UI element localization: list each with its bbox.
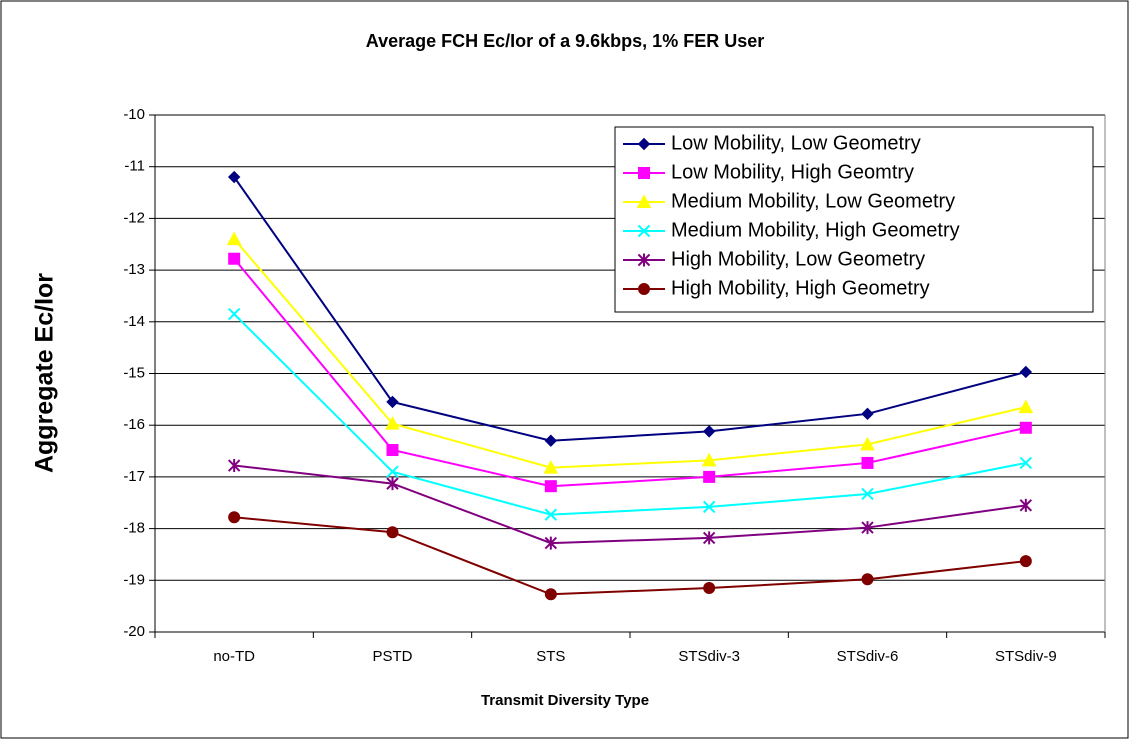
- y-axis-label: Aggregate Ec/Ior: [31, 273, 59, 473]
- y-tick-label: -12: [123, 209, 145, 226]
- y-tick-label: -18: [123, 520, 145, 537]
- x-tick-label: no-TD: [213, 648, 255, 665]
- data-point: [861, 521, 874, 535]
- data-point: [385, 416, 400, 430]
- data-point: [386, 465, 399, 478]
- legend-label: Low Mobility, Low Geometry: [671, 132, 921, 154]
- x-axis-label: Transmit Diversity Type: [481, 692, 649, 709]
- data-point: [1018, 399, 1034, 414]
- legend-label: High Mobility, Low Geometry: [671, 248, 925, 270]
- data-point: [702, 531, 716, 545]
- y-tick-label: -11: [124, 158, 145, 175]
- series-line: [233, 238, 1027, 469]
- data-point: [1019, 498, 1033, 512]
- legend-label: Medium Mobility, High Geometry: [671, 219, 960, 241]
- x-tick-label: STSdiv-6: [837, 648, 899, 665]
- y-tick-label: -20: [123, 623, 145, 640]
- y-tick-label: -13: [123, 261, 145, 278]
- series-line: [233, 258, 1027, 488]
- data-point: [226, 231, 242, 246]
- legend-label: Medium Mobility, Low Geometry: [671, 190, 955, 212]
- y-tick-label: -19: [123, 571, 145, 588]
- y-tick-label: -15: [123, 364, 145, 381]
- data-point: [544, 434, 558, 447]
- legend-marker: [636, 194, 652, 208]
- data-point: [703, 470, 716, 483]
- legend-marker: [637, 137, 651, 151]
- series-line: [234, 464, 1026, 545]
- data-point: [860, 436, 875, 451]
- chart-title: Average FCH Ec/Ior of a 9.6kbps, 1% FER …: [366, 31, 764, 51]
- data-point: [701, 452, 717, 467]
- data-point: [227, 170, 241, 184]
- series-line: [234, 516, 1026, 596]
- x-tick-label: STS: [536, 648, 565, 665]
- data-point: [1019, 421, 1032, 434]
- data-point: [1019, 365, 1033, 379]
- data-point: [543, 460, 559, 474]
- data-point: [861, 573, 874, 586]
- legend-marker: [638, 283, 650, 295]
- data-point: [1019, 555, 1032, 568]
- data-point: [386, 395, 399, 409]
- data-point: [861, 487, 874, 501]
- data-point: [544, 480, 557, 493]
- y-tick-label: -17: [123, 468, 145, 485]
- x-tick-label: STSdiv-3: [678, 648, 740, 665]
- legend-marker: [637, 253, 651, 267]
- data-point: [386, 444, 399, 457]
- data-point: [228, 252, 241, 265]
- data-point: [544, 508, 558, 521]
- data-point: [703, 582, 716, 595]
- x-tick-label: PSTD: [372, 648, 412, 665]
- data-point: [386, 477, 399, 491]
- legend-marker: [638, 167, 650, 179]
- x-tick-label: STSdiv-9: [995, 648, 1057, 665]
- legend-label: High Mobility, High Geometry: [671, 277, 930, 299]
- y-tick-label: -16: [123, 416, 145, 433]
- data-point: [228, 511, 241, 524]
- legend-box: [614, 126, 1094, 313]
- data-point: [386, 526, 399, 539]
- legend-marker: [637, 224, 651, 238]
- data-point: [1019, 456, 1033, 470]
- series-line: [233, 176, 1027, 442]
- data-point: [544, 588, 557, 601]
- y-tick-label: -10: [123, 106, 145, 123]
- data-point: [861, 407, 874, 421]
- legend-label: Low Mobility, High Geomtry: [671, 161, 914, 183]
- y-tick-label: -14: [123, 313, 145, 330]
- data-point: [227, 459, 241, 473]
- data-point: [227, 307, 241, 321]
- data-point: [544, 536, 558, 550]
- data-point: [861, 456, 874, 469]
- data-point: [702, 425, 716, 438]
- series-line: [233, 313, 1027, 516]
- data-point: [702, 500, 716, 514]
